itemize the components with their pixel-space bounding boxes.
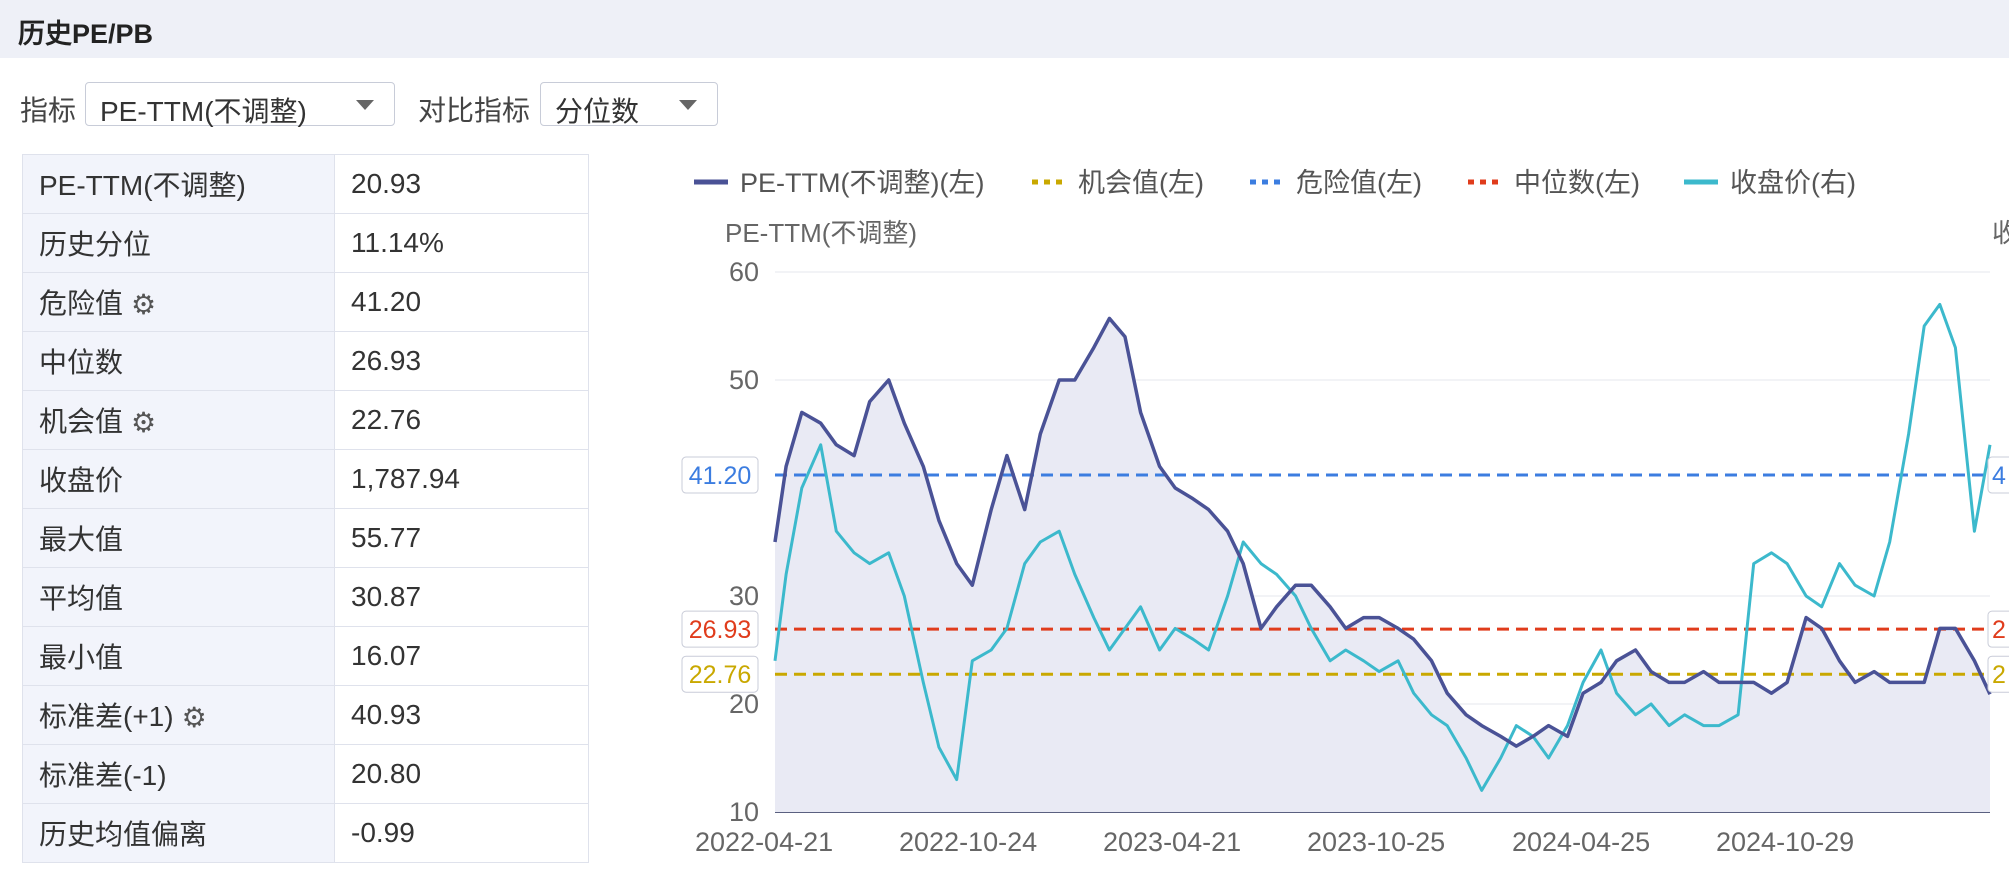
- chevron-down-icon: [679, 100, 697, 110]
- pe-line: [773, 316, 1992, 748]
- reference-label-box-right: [1987, 655, 2009, 693]
- compare-label: 对比指标: [418, 95, 531, 126]
- stats-label: 机会值: [39, 406, 124, 437]
- stats-label: 最小值: [39, 642, 124, 673]
- stats-value: 41.20: [334, 272, 589, 332]
- stats-label: 最大值: [39, 524, 124, 555]
- stats-value: 11.14%: [334, 213, 589, 273]
- gear-icon[interactable]: ⚙: [181, 702, 207, 733]
- gear-icon[interactable]: ⚙: [131, 407, 157, 438]
- stats-row: 危险值 ⚙ 41.20: [22, 272, 589, 332]
- stats-label-cell: PE-TTM(不调整): [22, 154, 335, 214]
- reference-label-box: [681, 655, 759, 693]
- y-tick-label: 60: [729, 257, 759, 287]
- legend-label: PE-TTM(不调整)(左): [740, 168, 984, 198]
- legend-label: 机会值(左): [1078, 168, 1204, 198]
- y-tick-label: 30: [729, 581, 759, 611]
- x-tick-label: 2024-10-29: [1716, 827, 1854, 857]
- stats-value: -0.99: [334, 803, 589, 863]
- legend-label: 危险值(左): [1296, 168, 1422, 198]
- legend-label: 收盘价(右): [1730, 168, 1856, 198]
- x-tick-label: 2024-04-25: [1512, 827, 1650, 857]
- stats-row: 标准差(+1) ⚙ 40.93: [22, 685, 589, 745]
- panel-title: 历史PE/PB: [18, 19, 154, 49]
- stats-value: 26.93: [334, 331, 589, 391]
- y-tick-label: 10: [729, 797, 759, 827]
- stats-row: 历史均值偏离 -0.99: [22, 803, 589, 863]
- stats-label-cell: 标准差(-1): [22, 744, 335, 804]
- y-axis-title-right: 收: [1992, 218, 2009, 248]
- pe-area: [775, 318, 1990, 812]
- stats-value: 1,787.94: [334, 449, 589, 509]
- reference-label-right: 4: [1992, 462, 2006, 490]
- indicator-select-value: PE-TTM(不调整): [100, 96, 307, 127]
- x-tick-label: 2023-10-25: [1307, 827, 1445, 857]
- x-tick-label: 2023-04-21: [1103, 827, 1241, 857]
- stats-label: PE-TTM(不调整): [39, 170, 246, 201]
- stats-table: PE-TTM(不调整) 20.93 历史分位 11.14% 危险值 ⚙ 41.20 中位数 26…: [22, 154, 589, 863]
- close-price-line: [773, 302, 1992, 792]
- indicator-select[interactable]: PE-TTM(不调整): [85, 82, 395, 127]
- reference-label-right: 2: [1992, 661, 2006, 689]
- pe-history-chart: 10 20 30 50 60 2022-04-21 2022-10-24 2023-04-21…: [681, 168, 2009, 857]
- stats-row: 中位数 26.93: [22, 331, 589, 391]
- stats-value: 40.93: [334, 685, 589, 745]
- chevron-down-icon: [356, 100, 374, 110]
- panel-header: [0, 0, 2009, 58]
- gear-icon[interactable]: ⚙: [131, 289, 157, 320]
- stats-label-cell: 历史分位: [22, 213, 335, 273]
- chart-container: 10 20 30 50 60 2022-04-21 2022-10-24 2023-04-21…: [680, 150, 2009, 878]
- stats-row: PE-TTM(不调整) 20.93: [22, 154, 589, 214]
- x-tick-label: 2022-04-21: [695, 827, 833, 857]
- compare-select-value: 分位数: [555, 96, 640, 127]
- stats-label-cell: 标准差(+1) ⚙: [22, 685, 335, 745]
- compare-select[interactable]: 分位数: [540, 82, 718, 127]
- stats-value: 20.93: [334, 154, 589, 214]
- stats-value: 20.80: [334, 744, 589, 804]
- stats-row: 最小值 16.07: [22, 626, 589, 686]
- stats-row: 历史分位 11.14%: [22, 213, 589, 273]
- x-tick-label: 2022-10-24: [899, 827, 1037, 857]
- stats-row: 收盘价 1,787.94: [22, 449, 589, 509]
- stats-label-cell: 平均值: [22, 567, 335, 627]
- stats-label-cell: 收盘价: [22, 449, 335, 509]
- stats-row: 机会值 ⚙ 22.76: [22, 390, 589, 450]
- stats-label: 危险值: [39, 288, 124, 319]
- stats-value: 55.77: [334, 508, 589, 568]
- stats-row: 平均值 30.87: [22, 567, 589, 627]
- reference-label-box: [681, 610, 759, 648]
- y-axis-title: PE-TTM(不调整): [725, 218, 917, 248]
- stats-label: 标准差(+1): [39, 701, 174, 732]
- reference-label: 22.76: [689, 661, 752, 689]
- stats-label: 收盘价: [39, 465, 124, 496]
- stats-value: 16.07: [334, 626, 589, 686]
- reference-label: 41.20: [689, 462, 752, 490]
- y-tick-label: 50: [729, 365, 759, 395]
- stats-label: 平均值: [39, 583, 124, 614]
- stats-label: 中位数: [39, 347, 124, 378]
- stats-label: 标准差(-1): [39, 760, 167, 791]
- y-tick-label: 20: [729, 689, 759, 719]
- reference-label-box-right: [1987, 456, 2009, 494]
- stats-label-cell: 机会值 ⚙: [22, 390, 335, 450]
- stats-label-cell: 中位数: [22, 331, 335, 391]
- stats-label: 历史分位: [39, 229, 152, 260]
- stats-row: 最大值 55.77: [22, 508, 589, 568]
- stats-row: 标准差(-1) 20.80: [22, 744, 589, 804]
- reference-label-right: 2: [1992, 616, 2006, 644]
- legend-label: 中位数(左): [1514, 168, 1640, 198]
- stats-value: 22.76: [334, 390, 589, 450]
- stats-label: 历史均值偏离: [39, 819, 208, 850]
- reference-label-box-right: [1987, 610, 2009, 648]
- stats-label-cell: 最小值: [22, 626, 335, 686]
- reference-label: 26.93: [689, 616, 752, 644]
- stats-label-cell: 最大值: [22, 508, 335, 568]
- stats-label-cell: 历史均值偏离: [22, 803, 335, 863]
- indicator-label: 指标: [20, 95, 77, 126]
- stats-label-cell: 危险值 ⚙: [22, 272, 335, 332]
- stats-value: 30.87: [334, 567, 589, 627]
- reference-label-box: [681, 456, 759, 494]
